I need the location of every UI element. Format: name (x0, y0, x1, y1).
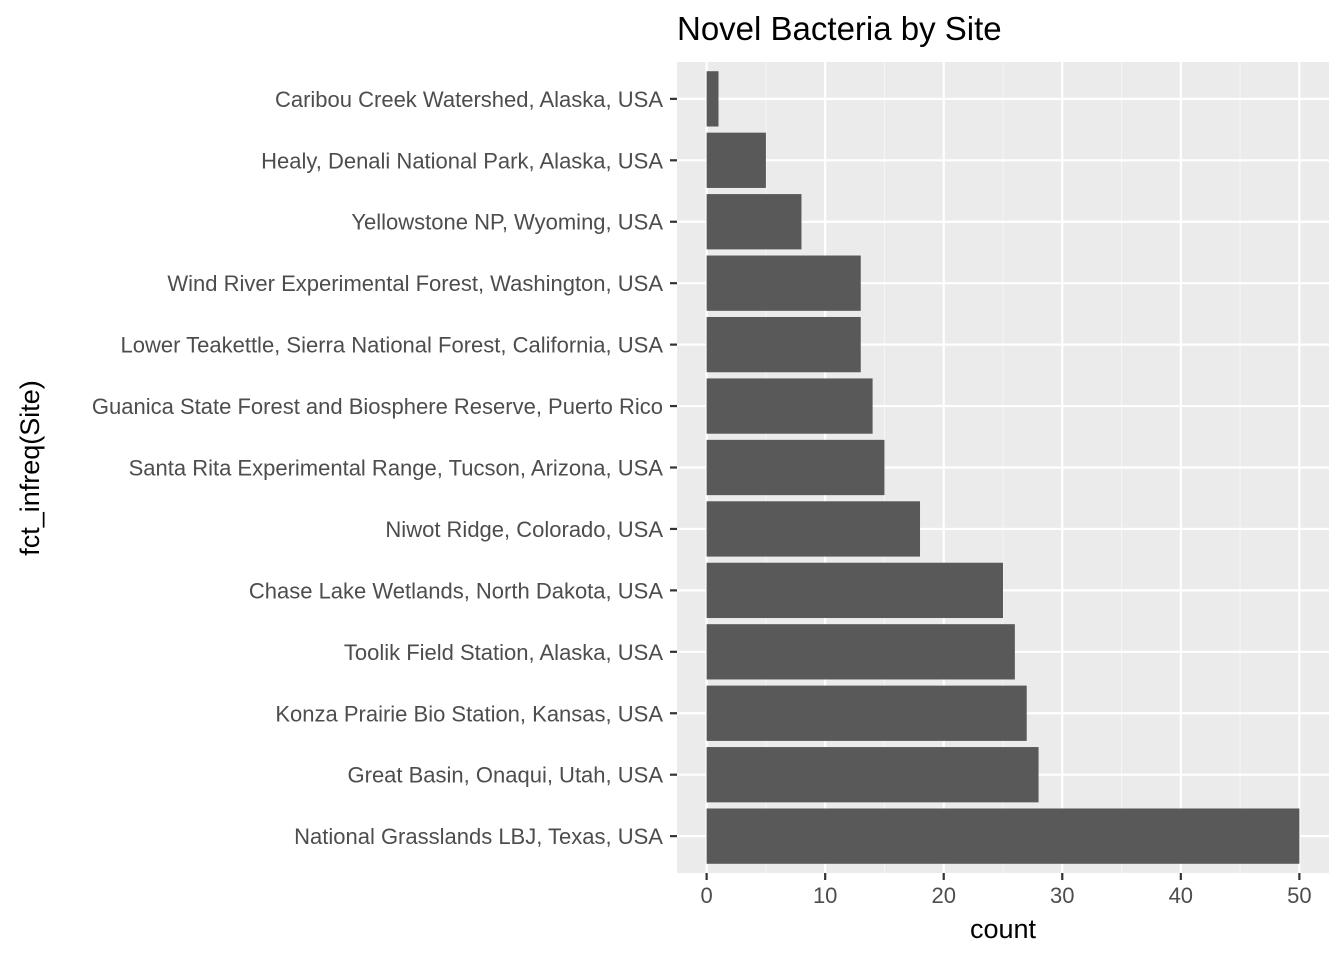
x-tick-label: 10 (813, 883, 837, 908)
x-tick-label: 20 (931, 883, 955, 908)
y-tick-label: Chase Lake Wetlands, North Dakota, USA (249, 578, 663, 603)
y-tick-label: Guanica State Forest and Biosphere Reser… (92, 394, 663, 419)
bar (706, 132, 766, 188)
x-tick-label: 40 (1169, 883, 1193, 908)
bar (706, 378, 873, 434)
bar (706, 439, 885, 496)
bar (706, 562, 1003, 619)
bar (706, 71, 719, 127)
x-tick-label: 30 (1050, 883, 1074, 908)
y-tick-label: Konza Prairie Bio Station, Kansas, USA (275, 701, 663, 726)
y-tick-label: Caribou Creek Watershed, Alaska, USA (275, 87, 663, 112)
bar (706, 808, 1300, 864)
bar (706, 255, 861, 311)
y-tick-label: National Grasslands LBJ, Texas, USA (294, 824, 663, 849)
y-tick-label: Lower Teakettle, Sierra National Forest,… (120, 333, 663, 358)
bar (706, 747, 1039, 803)
y-tick-label: Toolik Field Station, Alaska, USA (344, 640, 663, 665)
y-tick-label: Wind River Experimental Forest, Washingt… (167, 271, 663, 296)
chart-title: Novel Bacteria by Site (677, 10, 1002, 47)
y-tick-label: Yellowstone NP, Wyoming, USA (351, 210, 663, 235)
y-tick-label: Niwot Ridge, Colorado, USA (385, 517, 663, 542)
y-tick-label: Healy, Denali National Park, Alaska, USA (261, 148, 663, 173)
bar (706, 624, 1015, 680)
x-tick-label: 0 (701, 883, 713, 908)
bar (706, 194, 802, 250)
y-tick-label: Great Basin, Onaqui, Utah, USA (348, 763, 664, 788)
x-tick-label: 50 (1287, 883, 1311, 908)
y-tick-label: Santa Rita Experimental Range, Tucson, A… (129, 456, 664, 481)
bar (706, 316, 861, 373)
bar (706, 501, 921, 557)
y-axis-title: fct_infreq(Site) (15, 380, 45, 556)
x-axis-title: count (970, 914, 1037, 944)
bar (706, 685, 1027, 741)
